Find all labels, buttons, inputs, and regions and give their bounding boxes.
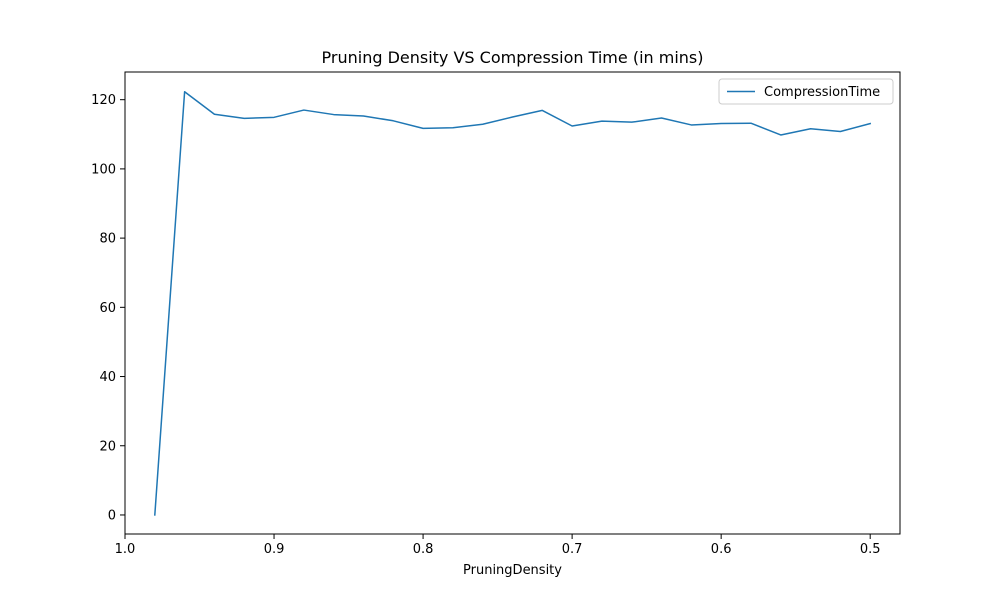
x-axis-label: PruningDensity bbox=[463, 563, 562, 578]
y-tick-label: 0 bbox=[108, 508, 116, 523]
x-tick-label: 0.8 bbox=[413, 542, 434, 557]
y-tick-label: 20 bbox=[99, 439, 116, 454]
legend-box bbox=[718, 78, 894, 105]
legend: CompressionTime bbox=[718, 78, 894, 105]
axes-frame bbox=[124, 71, 901, 535]
x-axis: 1.0 0.9 0.8 0.7 0.6 0.5 bbox=[115, 534, 881, 557]
y-tick-label: 60 bbox=[99, 301, 116, 316]
y-tick-label: 100 bbox=[91, 162, 116, 177]
legend-label-compressiontime: CompressionTime bbox=[764, 85, 880, 100]
chart-title: Pruning Density VS Compression Time (in … bbox=[322, 48, 704, 67]
y-tick-label: 120 bbox=[91, 93, 116, 108]
series-line-compressiontime bbox=[154, 90, 872, 516]
y-tick-label: 80 bbox=[99, 232, 116, 247]
x-tick-label: 0.5 bbox=[860, 542, 881, 557]
x-tick-label: 0.7 bbox=[562, 542, 583, 557]
x-tick-label: 1.0 bbox=[115, 542, 136, 557]
y-axis: 0 20 40 60 80 100 120 bbox=[91, 93, 125, 523]
y-tick-label: 40 bbox=[99, 370, 116, 385]
x-tick-label: 0.9 bbox=[264, 542, 285, 557]
x-tick-label: 0.6 bbox=[711, 542, 732, 557]
plot-area bbox=[154, 90, 872, 516]
